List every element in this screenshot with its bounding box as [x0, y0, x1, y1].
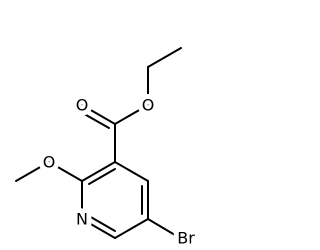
bond [81, 161, 116, 182]
bond [81, 104, 116, 125]
bond [114, 218, 149, 239]
atom-label: N [76, 210, 88, 229]
molecule-diagram: O O O N Br [15, 47, 200, 250]
atom-label: O [142, 96, 155, 115]
bond [15, 161, 50, 182]
bonds [15, 47, 182, 239]
bond [114, 104, 149, 125]
bond [81, 218, 116, 239]
atom-label: O [43, 153, 56, 172]
bond [48, 161, 83, 182]
bond [147, 218, 181, 239]
atom-labels: O O O N Br [38, 91, 200, 250]
atom-label: O [76, 96, 89, 115]
bond [88, 168, 116, 185]
bond [114, 161, 149, 182]
atom-label: Br [177, 229, 195, 248]
bond [78, 110, 110, 129]
bond [147, 47, 182, 68]
bond [88, 215, 116, 232]
